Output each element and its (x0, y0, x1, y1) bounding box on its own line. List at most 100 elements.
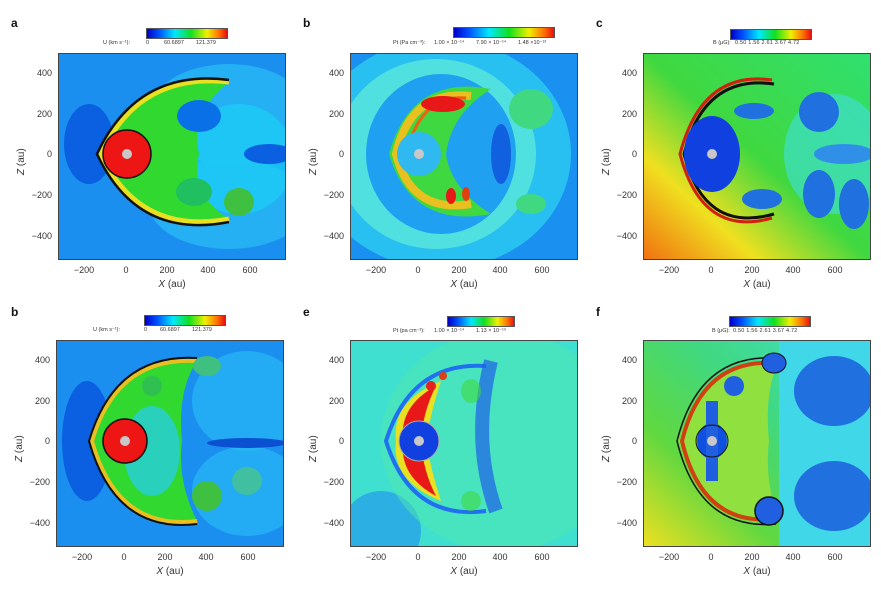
heatmap-plot (350, 340, 578, 547)
x-tick: 600 (534, 265, 550, 275)
y-tick: 400 (328, 68, 344, 78)
y-tick: 0 (631, 436, 637, 446)
y-tick: 200 (34, 396, 50, 406)
colorbar-tick: 1.48 ×10⁻¹³ (518, 40, 547, 46)
x-tick: 0 (415, 265, 421, 275)
x-tick: 400 (785, 265, 801, 275)
colorbar-tick: 7.90 × 10⁻¹⁴ (476, 40, 507, 46)
y-axis-label: Z (au) (308, 148, 319, 175)
x-tick: 0 (708, 552, 714, 562)
y-tick: −200 (29, 477, 50, 487)
x-tick: 0 (708, 265, 714, 275)
y-tick: 0 (46, 149, 52, 159)
x-tick: −200 (658, 265, 680, 275)
colorbar-tick: 1.13 × 10⁻¹³ (476, 328, 506, 334)
colorbar-label: B (μG): (713, 40, 731, 46)
y-tick: 0 (44, 436, 50, 446)
x-tick: 200 (744, 265, 760, 275)
x-tick: 400 (200, 265, 216, 275)
y-axis-label: Z (au) (601, 148, 612, 175)
x-tick: 600 (534, 552, 550, 562)
x-tick: 200 (744, 552, 760, 562)
y-tick: −400 (29, 518, 50, 528)
colorbar-tick: 60.6897 (164, 40, 184, 46)
colorbar (730, 29, 812, 40)
y-tick: −200 (323, 190, 344, 200)
heatmap-plot (643, 53, 871, 260)
y-tick: 400 (328, 355, 344, 365)
y-tick: 400 (621, 68, 637, 78)
x-tick: 600 (240, 552, 256, 562)
x-tick: 200 (451, 265, 467, 275)
x-tick: 400 (785, 552, 801, 562)
y-tick: −200 (323, 477, 344, 487)
panel-letter: a (11, 16, 18, 30)
x-axis-label: X (au) (743, 566, 771, 577)
x-tick: 200 (451, 552, 467, 562)
y-axis-label: Z (au) (601, 435, 612, 462)
y-tick: −200 (616, 190, 637, 200)
x-tick: 200 (159, 265, 175, 275)
colorbar-tick: 121.379 (196, 40, 216, 46)
x-tick: 200 (157, 552, 173, 562)
colorbar-tick: 0 (146, 40, 150, 46)
colorbar-label: Pt (pa cm⁻³): (393, 328, 425, 334)
y-tick: −400 (323, 518, 344, 528)
y-tick: −400 (616, 231, 637, 241)
colorbar-label: Pt (Pa cm⁻³): (393, 40, 426, 46)
heatmap-plot (56, 340, 284, 547)
x-axis-label: X (au) (743, 279, 771, 290)
colorbar-label: B (μG): (712, 328, 730, 334)
y-tick: 200 (621, 396, 637, 406)
x-tick: 400 (198, 552, 214, 562)
colorbar (146, 28, 228, 39)
x-axis-label: X (au) (156, 566, 184, 577)
y-tick: 0 (338, 149, 344, 159)
x-tick: 0 (415, 552, 421, 562)
x-tick: 400 (492, 265, 508, 275)
y-tick: −400 (616, 518, 637, 528)
y-tick: 400 (36, 68, 52, 78)
heatmap-plot (58, 53, 286, 260)
y-tick: 200 (328, 109, 344, 119)
y-axis-label: Z (au) (14, 435, 25, 462)
y-tick: 200 (36, 109, 52, 119)
x-tick: 600 (242, 265, 258, 275)
x-tick: 400 (492, 552, 508, 562)
y-tick: −400 (323, 231, 344, 241)
panel-letter: c (596, 16, 603, 30)
colorbar (144, 315, 226, 326)
colorbar-ticks: 0.50 1.56 2.61 3.67 4.72 (733, 328, 798, 334)
x-tick: 0 (123, 265, 129, 275)
y-tick: 400 (34, 355, 50, 365)
y-tick: −200 (31, 190, 52, 200)
x-tick: 600 (827, 552, 843, 562)
x-tick: 0 (121, 552, 127, 562)
x-tick: −200 (658, 552, 680, 562)
x-tick: 600 (827, 265, 843, 275)
x-tick: −200 (365, 552, 387, 562)
y-tick: −200 (616, 477, 637, 487)
colorbar-tick: 60.6897 (160, 327, 180, 333)
panel-letter: b (303, 16, 311, 30)
y-tick: 200 (328, 396, 344, 406)
colorbar (453, 27, 555, 38)
panel-letter: b (11, 305, 19, 319)
y-axis-label: Z (au) (308, 435, 319, 462)
y-tick: 0 (631, 149, 637, 159)
colorbar-label: U (km s⁻¹): (93, 327, 121, 333)
colorbar-label: U (km s⁻¹): (103, 40, 131, 46)
x-axis-label: X (au) (450, 279, 478, 290)
x-tick: −200 (73, 265, 95, 275)
colorbar-tick: 1.00 × 10⁻¹⁴ (434, 40, 465, 46)
colorbar-tick: 121.379 (192, 327, 212, 333)
panel-letter: e (303, 305, 310, 319)
colorbar (729, 316, 811, 327)
y-axis-label: Z (au) (16, 148, 27, 175)
panel-letter: f (596, 305, 600, 319)
heatmap-plot (643, 340, 871, 547)
colorbar-tick: 1.00 × 10⁻¹⁴ (434, 328, 465, 334)
colorbar-tick: 0 (144, 327, 148, 333)
x-axis-label: X (au) (158, 279, 186, 290)
x-tick: −200 (71, 552, 93, 562)
